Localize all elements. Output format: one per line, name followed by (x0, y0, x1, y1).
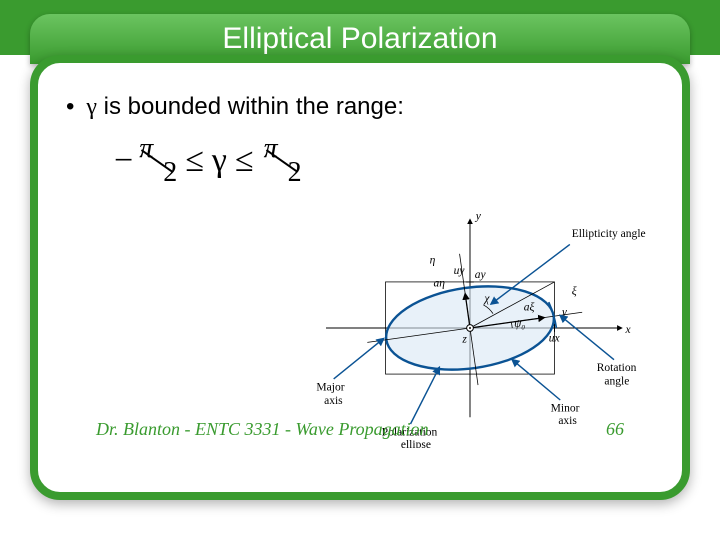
bullet-marker: • (66, 93, 74, 120)
rotation-label-1: Rotation (597, 362, 637, 374)
polarization-label-2: ellipse (401, 439, 431, 448)
major-callout-line (334, 339, 384, 379)
gamma-symbol: γ (86, 94, 97, 120)
uy-label: uy (454, 265, 466, 277)
frac-den-2: 2 (288, 157, 302, 189)
bullet-line: • γ is bounded within the range: (66, 93, 654, 121)
a-xi-label: aξ (524, 301, 535, 314)
minus-sign: − (114, 142, 133, 180)
eta-label: η (430, 255, 436, 267)
le-2: ≤ (235, 142, 254, 180)
ellipticity-label: Ellipticity angle (572, 228, 646, 240)
slide-title: Elliptical Polarization (222, 22, 497, 56)
gamma-diagram-label: γ (562, 307, 567, 319)
major-label-2: axis (324, 395, 343, 407)
rotation-label-2: angle (604, 376, 629, 388)
polarization-callout-line (410, 367, 439, 424)
major-label-1: Major (316, 381, 344, 393)
psi0-label: ψ₀ (514, 318, 525, 330)
footer: Dr. Blanton - ENTC 3331 - Wave Propagati… (96, 419, 624, 440)
y-axis-label: y (475, 211, 482, 223)
minor-label-1: Minor (551, 403, 580, 415)
content-frame: • γ is bounded within the range: − π 2 ≤ … (30, 55, 690, 500)
range-formula: − π 2 ≤ γ ≤ π 2 (114, 139, 654, 183)
fraction-pi-2: π 2 (262, 139, 302, 183)
ay-label: ay (475, 269, 487, 281)
le-1: ≤ (185, 142, 204, 180)
origin-label: z (461, 333, 467, 345)
footer-left: Dr. Blanton - ENTC 3331 - Wave Propagati… (96, 419, 429, 440)
fraction-neg-pi-2: π 2 (137, 139, 177, 183)
ux-label: ux (549, 332, 561, 344)
rotation-callout-line (560, 316, 614, 360)
x-axis-label: x (625, 324, 632, 336)
slide-root: Elliptical Polarization • γ is bounded wi… (0, 0, 720, 540)
minor-callout-line (512, 360, 560, 400)
formula-gamma: γ (212, 142, 227, 180)
page-number: 66 (606, 419, 624, 440)
chi-label: χ (483, 293, 490, 305)
bullet-text: is bounded within the range: (97, 93, 404, 120)
xi-label: ξ (572, 284, 577, 297)
frac-den: 2 (163, 157, 177, 189)
a-eta-label: aη (434, 278, 446, 290)
polarization-diagram: x y (270, 208, 670, 448)
